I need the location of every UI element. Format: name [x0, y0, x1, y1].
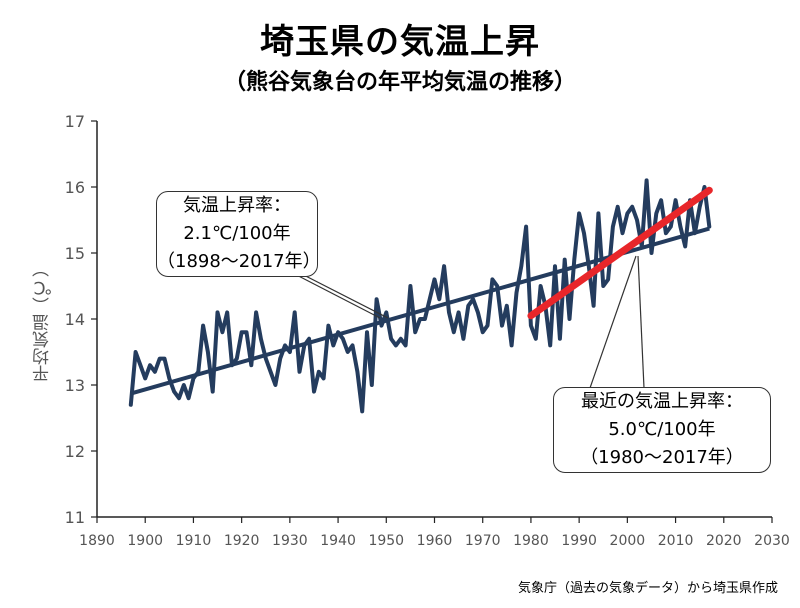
- recent-rate-period: （1980～2017年）: [580, 447, 744, 468]
- x-tick-label: 1900: [127, 533, 163, 549]
- data-source-note: 気象庁（過去の気象データ）から埼玉県作成: [517, 581, 778, 596]
- x-tick-label: 1980: [513, 533, 549, 549]
- recent-callout-leader: [637, 255, 645, 389]
- y-tick-label: 11: [65, 508, 85, 527]
- y-tick-label: 12: [65, 442, 85, 461]
- x-tick-label: 2000: [610, 533, 646, 549]
- chart-subtitle: （熊谷気象台の年平均気温の推移）: [223, 70, 576, 95]
- overall-rate-callout: 気温上昇率： 2.1℃/100年 （1898～2017年）: [156, 191, 321, 277]
- overall-rate-value: 2.1℃/100年: [183, 223, 291, 244]
- y-tick-label: 13: [65, 376, 85, 395]
- recent-callout-leader: [589, 255, 637, 389]
- x-tick-label: 1920: [224, 533, 260, 549]
- x-tick-label: 1940: [320, 533, 356, 549]
- recent-rate-label: 最近の気温上昇率：: [581, 391, 743, 412]
- x-tick-label: 2010: [658, 533, 694, 549]
- recent-trend-line: [527, 186, 713, 320]
- y-tick-label: 17: [65, 112, 85, 131]
- x-tick-label: 1960: [417, 533, 453, 549]
- temperature-series-line: [128, 178, 712, 414]
- y-tick-label: 15: [65, 244, 85, 263]
- recent-rate-value: 5.0℃/100年: [608, 419, 716, 440]
- y-tick-label: 16: [65, 178, 85, 197]
- overall-rate-period: （1898～2017年）: [157, 251, 321, 272]
- x-tick-label: 1990: [561, 533, 597, 549]
- x-tick-label: 1890: [79, 533, 115, 549]
- x-tick-label: 1970: [465, 533, 501, 549]
- y-tick-label: 14: [65, 310, 85, 329]
- chart-title: 埼玉県の気温上昇: [260, 22, 540, 62]
- overall-rate-label: 気温上昇率：: [183, 195, 291, 216]
- x-tick-label: 1930: [272, 533, 308, 549]
- x-tick-label: 2030: [754, 533, 790, 549]
- x-tick-label: 1950: [368, 533, 404, 549]
- x-tick-label: 2020: [706, 533, 742, 549]
- recent-rate-callout: 最近の気温上昇率： 5.0℃/100年 （1980～2017年）: [553, 387, 771, 473]
- x-tick-label: 1910: [176, 533, 212, 549]
